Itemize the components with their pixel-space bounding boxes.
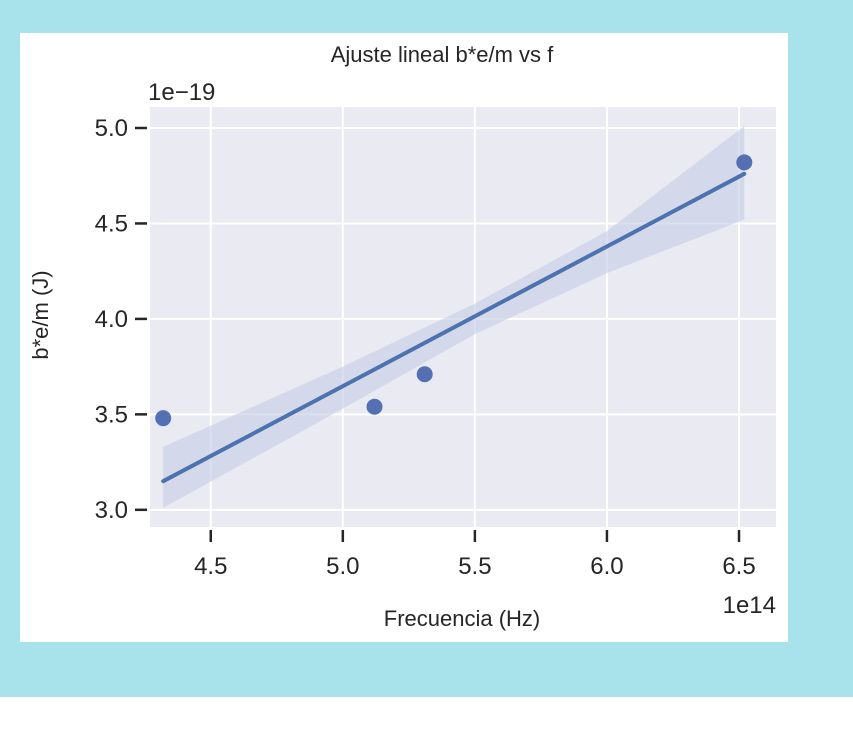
- x-axis-offset-label: 1e14: [723, 592, 776, 619]
- y-tick-label: 3.5: [95, 401, 128, 428]
- confidence-band: [163, 126, 745, 508]
- y-axis-ticks: 3.0 3.5 4.0 4.5 5.0: [95, 115, 147, 524]
- data-point: [736, 154, 753, 171]
- data-point: [416, 366, 433, 383]
- data-point: [155, 410, 172, 427]
- scatter-fit-chart: Ajuste lineal b*e/m vs f 1e−19 4.5 5.0 5.5…: [28, 42, 776, 631]
- x-tick-label: 6.5: [722, 553, 755, 580]
- y-tick-label: 4.0: [95, 306, 128, 333]
- y-tick-label: 3.0: [95, 497, 128, 524]
- regression-line: [161, 171, 747, 484]
- y-axis-offset-label: 1e−19: [148, 79, 215, 106]
- x-tick-label: 4.5: [194, 553, 227, 580]
- x-tick-label: 5.0: [326, 553, 359, 580]
- data-points: [155, 154, 753, 427]
- x-tick-label: 6.0: [590, 553, 623, 580]
- x-tick-label: 5.5: [458, 553, 491, 580]
- x-axis-label: Frecuencia (Hz): [384, 606, 540, 631]
- chart-card: Ajuste lineal b*e/m vs f 1e−19 4.5 5.0 5.5…: [20, 33, 788, 642]
- x-axis-ticks: 4.5 5.0 5.5 6.0 6.5: [194, 530, 756, 580]
- data-point: [366, 398, 383, 415]
- y-tick-label: 5.0: [95, 115, 128, 142]
- y-axis-label: b*e/m (J): [28, 270, 53, 359]
- chart-title: Ajuste lineal b*e/m vs f: [331, 42, 554, 67]
- y-tick-label: 4.5: [95, 210, 128, 237]
- page-background: Ajuste lineal b*e/m vs f 1e−19 4.5 5.0 5.5…: [0, 0, 853, 697]
